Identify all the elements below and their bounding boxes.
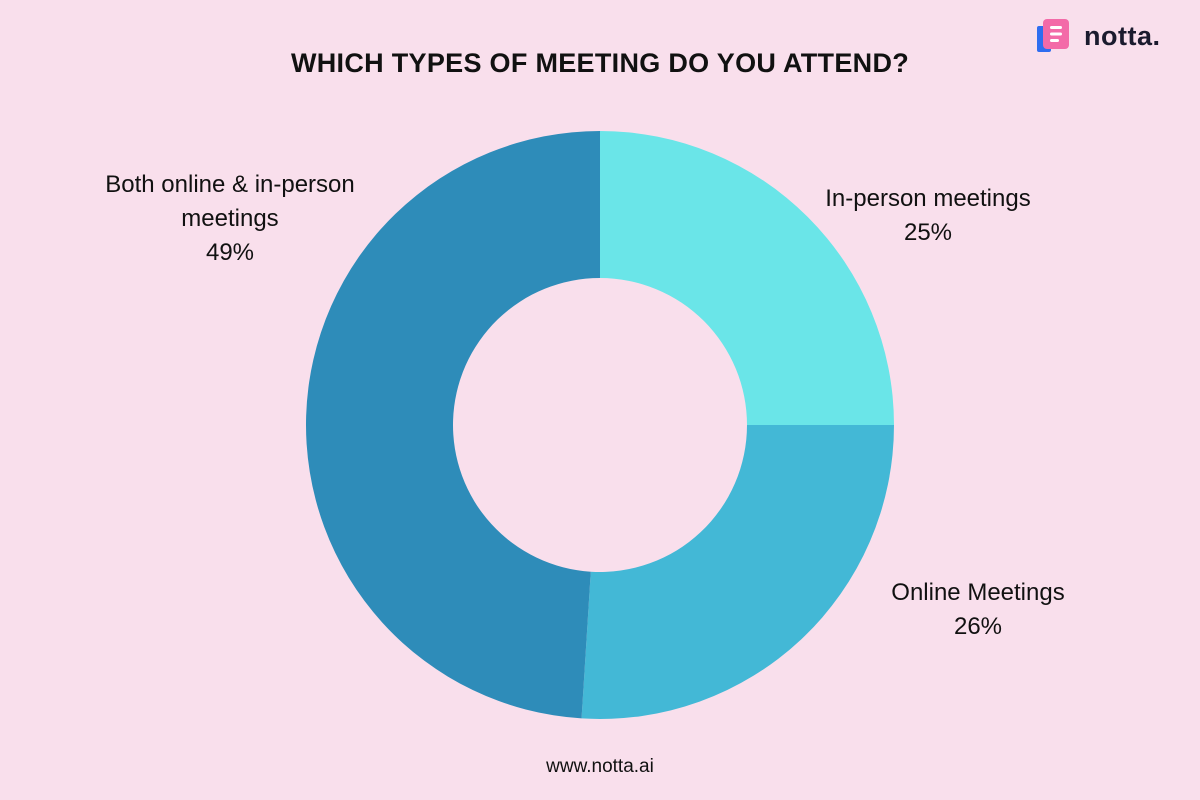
donut-slice-in-person xyxy=(600,131,894,425)
slice-label-in-person-name: In-person meetings xyxy=(825,185,1031,212)
slice-label-both-value: 49% xyxy=(205,239,255,266)
brand-name: notta. xyxy=(1084,20,1161,51)
slice-label-in-person: In-person meetings 25% xyxy=(778,182,1078,250)
slice-label-in-person-value: 25% xyxy=(903,219,953,246)
notta-logo-icon xyxy=(1037,19,1069,52)
footer-url: www.notta.ai xyxy=(546,756,654,777)
slice-label-online-name: Online Meetings xyxy=(891,579,1065,606)
donut-slice-both xyxy=(306,131,600,719)
chart-title: WHICH TYPES OF MEETING DO YOU ATTEND? xyxy=(290,48,910,78)
slice-label-online-value: 26% xyxy=(953,613,1003,640)
brand-logo: notta. xyxy=(1034,16,1161,56)
donut-slice-online xyxy=(581,425,894,719)
slice-label-online: Online Meetings 26% xyxy=(848,576,1108,644)
slice-label-both-name: Both online & in-person meetings xyxy=(105,171,355,232)
slice-label-both: Both online & in-person meetings 49% xyxy=(60,168,400,270)
